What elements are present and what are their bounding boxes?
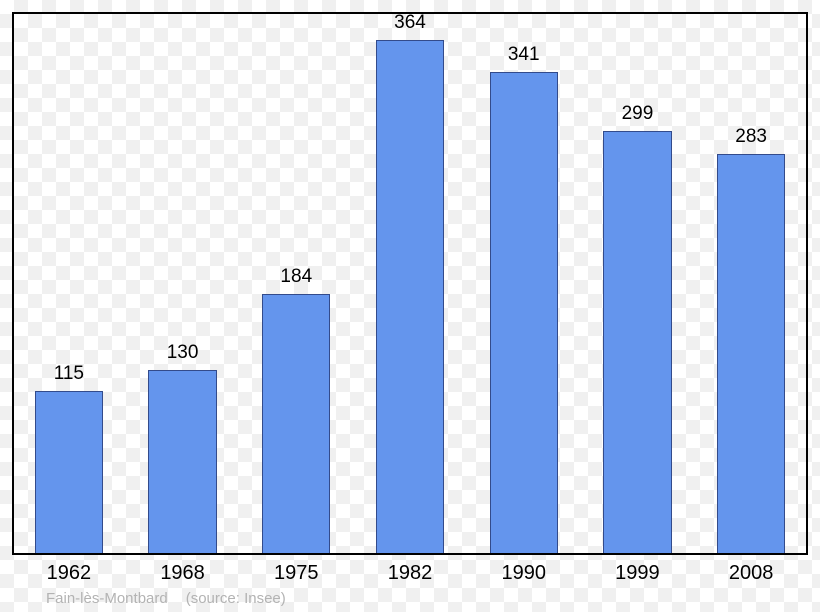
bar xyxy=(148,370,216,553)
bar-value-label: 299 xyxy=(622,103,654,125)
bar xyxy=(262,294,330,554)
x-axis-label: 1982 xyxy=(388,562,433,585)
chart-canvas: 115 1962 130 1968 184 1975 364 1982 341 1990 299 19… xyxy=(0,0,820,612)
footer-location: Fain-lès-Montbard xyxy=(46,590,168,607)
x-axis-label: 1990 xyxy=(501,562,546,585)
bar-value-label: 115 xyxy=(54,363,84,385)
bar-value-label: 364 xyxy=(394,12,426,34)
bar xyxy=(490,72,558,553)
x-axis-label: 2008 xyxy=(729,562,774,585)
footer-caption: Fain-lès-Montbard (source: Insee) xyxy=(46,590,286,607)
x-axis-label: 1962 xyxy=(47,562,92,585)
x-axis-label: 1968 xyxy=(160,562,205,585)
bar xyxy=(717,154,785,553)
footer-source: (source: Insee) xyxy=(186,590,286,607)
x-axis-label: 1999 xyxy=(615,562,660,585)
bar xyxy=(35,391,103,553)
bar xyxy=(376,40,444,553)
bar-value-label: 130 xyxy=(167,342,199,364)
bar-value-label: 341 xyxy=(508,44,540,66)
x-axis-label: 1975 xyxy=(274,562,319,585)
bar-value-label: 283 xyxy=(735,126,767,148)
bar xyxy=(603,131,671,553)
bar-value-label: 184 xyxy=(280,266,312,288)
